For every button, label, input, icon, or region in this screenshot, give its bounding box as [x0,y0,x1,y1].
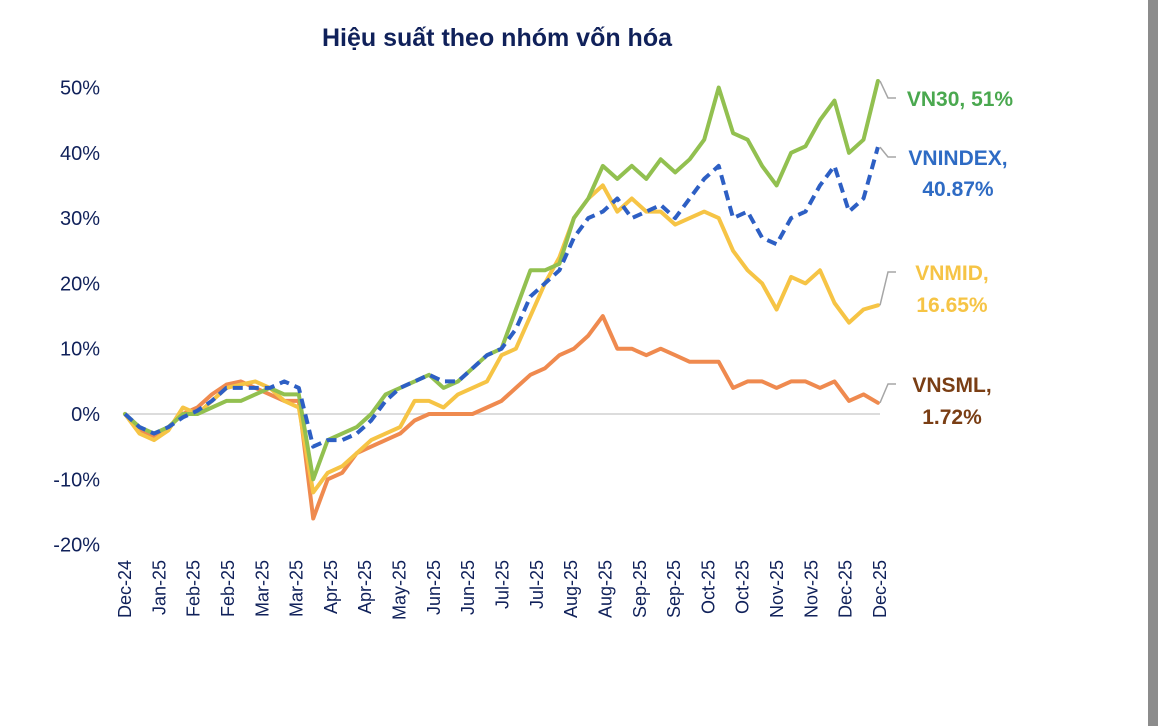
series-value-vnindex: 40.87% [922,178,994,201]
x-tick-label: Aug-25 [595,560,615,618]
x-tick-label: Sep-25 [630,560,650,618]
leader-line [879,80,896,99]
series-value-vnmid: 16.65% [916,294,988,317]
x-tick-label: Aug-25 [561,560,581,618]
x-tick-label: Sep-25 [664,560,684,618]
chart-title: Hiệu suất theo nhóm vốn hóa [322,24,673,52]
scrollbar[interactable] [1148,0,1158,726]
x-tick-label: Apr-25 [355,560,375,614]
series-label-vnmid: VNMID, [915,262,989,285]
x-tick-label: Jul-25 [527,560,547,609]
series-line-vnsml [123,314,880,521]
x-tick-label: Jun-25 [424,560,444,615]
series-label-vnindex: VNINDEX, [908,147,1007,170]
series-label-vnsml: VNSML, [912,374,991,397]
x-tick-label: May-25 [390,560,410,620]
x-tick-label: Mar-25 [252,560,272,617]
x-tick-label: Apr-25 [321,560,341,614]
y-tick-label: 0% [71,404,100,426]
x-tick-label: Jun-25 [458,560,478,615]
y-tick-label: -10% [53,469,100,491]
x-tick-label: Jul-25 [493,560,513,609]
leader-line [879,146,896,158]
x-tick-label: Feb-25 [184,560,204,617]
x-tick-label: Dec-25 [836,560,856,618]
x-tick-label: Dec-24 [115,560,135,618]
series-line-vn30 [123,79,880,482]
x-tick-label: Feb-25 [218,560,238,617]
y-tick-label: 40% [60,143,100,165]
x-tick-label: Mar-25 [287,560,307,617]
y-tick-label: 50% [60,78,100,100]
x-tick-label: Oct-25 [698,560,718,614]
x-tick-label: Jan-25 [149,560,169,615]
y-tick-label: 30% [60,208,100,230]
x-tick-label: Oct-25 [733,560,753,614]
y-tick-label: -20% [53,535,100,557]
leader-line [879,383,896,404]
x-tick-label: Nov-25 [767,560,787,618]
series-value-vnsml: 1.72% [922,406,982,429]
leader-line [879,271,896,306]
series-line-vnmid [123,183,880,495]
x-tick-label: Dec-25 [870,560,890,618]
series-line-vnindex [123,146,880,449]
x-tick-label: Nov-25 [801,560,821,618]
series-label-vn30: VN30, 51% [907,88,1014,111]
y-tick-label: 10% [60,339,100,361]
y-tick-label: 20% [60,273,100,295]
